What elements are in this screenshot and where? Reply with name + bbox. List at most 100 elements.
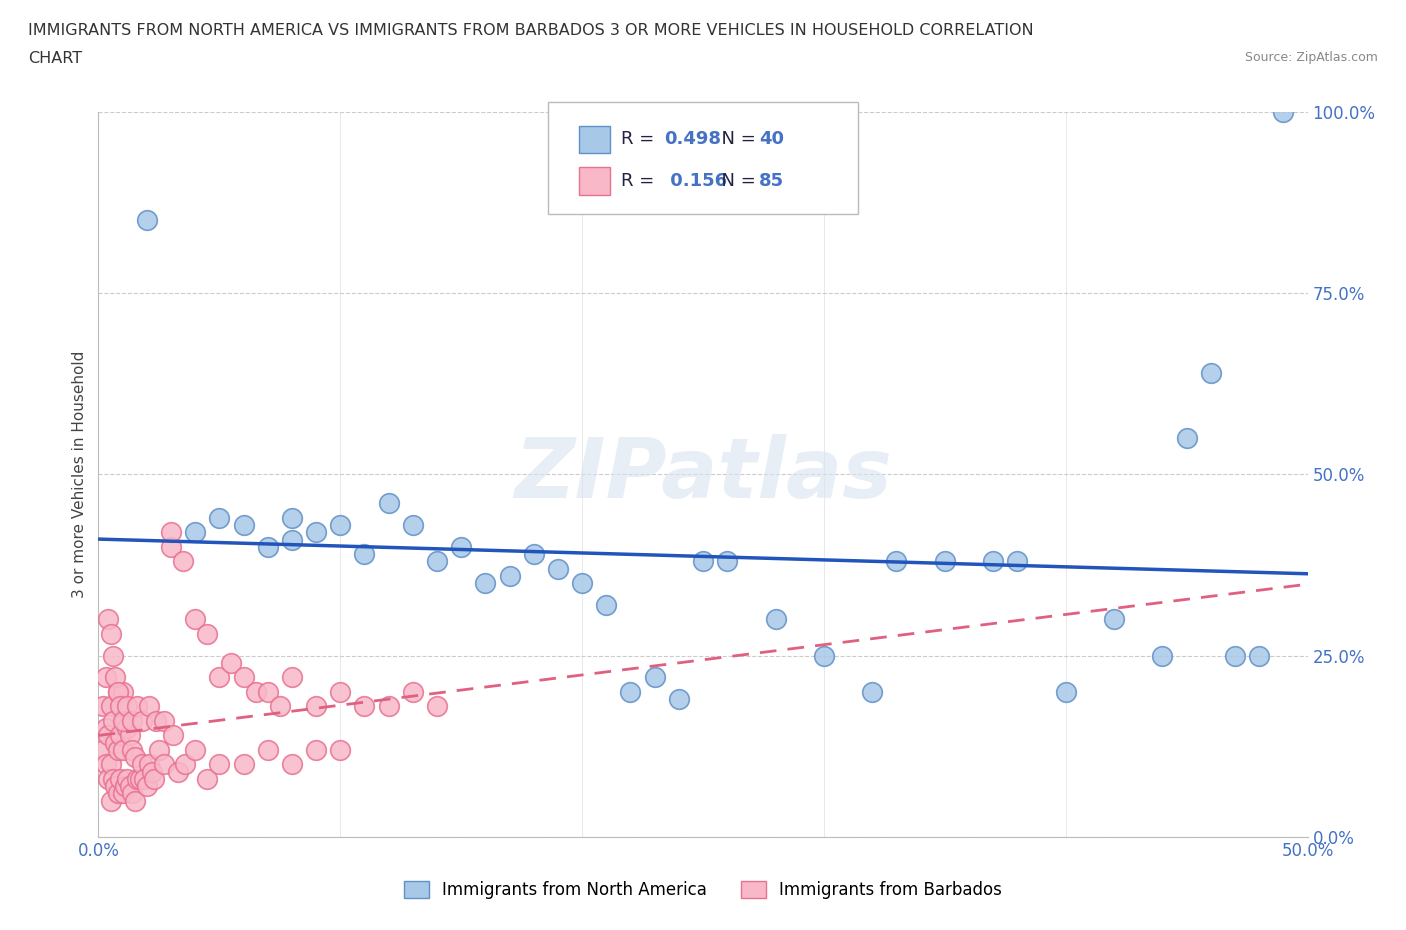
Point xyxy=(107,786,129,801)
Point xyxy=(107,684,129,699)
Point xyxy=(281,532,304,547)
Point xyxy=(232,670,254,684)
Point xyxy=(208,511,231,525)
Point xyxy=(353,547,375,562)
Point xyxy=(108,772,131,787)
Point xyxy=(100,757,122,772)
Point xyxy=(100,699,122,714)
Point xyxy=(329,518,352,533)
Point xyxy=(111,713,134,728)
Point xyxy=(981,554,1004,569)
Point xyxy=(1102,612,1125,627)
Point xyxy=(94,721,117,736)
Point xyxy=(523,547,546,562)
Point xyxy=(121,713,143,728)
Point xyxy=(402,518,425,533)
Point xyxy=(256,742,278,757)
Point xyxy=(97,728,120,743)
Point xyxy=(305,699,328,714)
Point xyxy=(377,699,399,714)
Point xyxy=(281,511,304,525)
Point xyxy=(269,699,291,714)
Point xyxy=(305,742,328,757)
Point xyxy=(138,699,160,714)
Point xyxy=(353,699,375,714)
Point xyxy=(107,684,129,699)
Point xyxy=(1223,648,1246,663)
Text: 40: 40 xyxy=(759,130,785,149)
Point xyxy=(329,684,352,699)
Point xyxy=(108,699,131,714)
Text: Source: ZipAtlas.com: Source: ZipAtlas.com xyxy=(1244,51,1378,64)
Point xyxy=(305,525,328,539)
Point xyxy=(426,699,449,714)
Point xyxy=(117,772,139,787)
Point xyxy=(104,736,127,751)
Point xyxy=(121,742,143,757)
Point xyxy=(184,612,207,627)
Point xyxy=(547,561,569,576)
Point xyxy=(121,786,143,801)
Point xyxy=(101,648,124,663)
Point xyxy=(245,684,267,699)
Point xyxy=(174,757,197,772)
Point xyxy=(138,757,160,772)
Point xyxy=(111,742,134,757)
Point xyxy=(152,713,174,728)
Point xyxy=(595,597,617,612)
Point xyxy=(1199,365,1222,380)
Point xyxy=(571,576,593,591)
Point xyxy=(100,793,122,808)
Point xyxy=(402,684,425,699)
Point xyxy=(101,772,124,787)
Point xyxy=(1007,554,1029,569)
Point xyxy=(329,742,352,757)
Point xyxy=(232,518,254,533)
Point xyxy=(124,793,146,808)
Point xyxy=(162,728,184,743)
Point xyxy=(195,772,218,787)
Text: ZIPatlas: ZIPatlas xyxy=(515,433,891,515)
Text: R =: R = xyxy=(621,172,661,191)
Point xyxy=(426,554,449,569)
Point xyxy=(131,713,153,728)
Point xyxy=(1272,104,1295,119)
Point xyxy=(232,757,254,772)
Point xyxy=(813,648,835,663)
Point xyxy=(94,757,117,772)
Point xyxy=(97,612,120,627)
Point xyxy=(256,684,278,699)
Point xyxy=(114,713,136,728)
Point xyxy=(1249,648,1271,663)
Point xyxy=(91,742,114,757)
Point xyxy=(160,539,183,554)
Point xyxy=(668,692,690,707)
Text: N =: N = xyxy=(710,172,762,191)
Point xyxy=(145,713,167,728)
Point xyxy=(934,554,956,569)
Point xyxy=(256,539,278,554)
Point xyxy=(195,627,218,642)
Point xyxy=(281,757,304,772)
Point xyxy=(134,772,156,787)
Point xyxy=(127,699,149,714)
Point xyxy=(184,742,207,757)
Point xyxy=(886,554,908,569)
Point xyxy=(221,656,243,671)
Point xyxy=(860,684,883,699)
Point xyxy=(117,699,139,714)
Point xyxy=(135,778,157,793)
Point xyxy=(101,713,124,728)
Point xyxy=(474,576,496,591)
Text: N =: N = xyxy=(710,130,762,149)
Point xyxy=(104,778,127,793)
Point xyxy=(281,670,304,684)
Point xyxy=(100,627,122,642)
Text: 85: 85 xyxy=(759,172,785,191)
Point xyxy=(619,684,641,699)
Point xyxy=(91,699,114,714)
Point xyxy=(131,757,153,772)
Point xyxy=(152,757,174,772)
Point xyxy=(450,539,472,554)
Point xyxy=(124,750,146,764)
